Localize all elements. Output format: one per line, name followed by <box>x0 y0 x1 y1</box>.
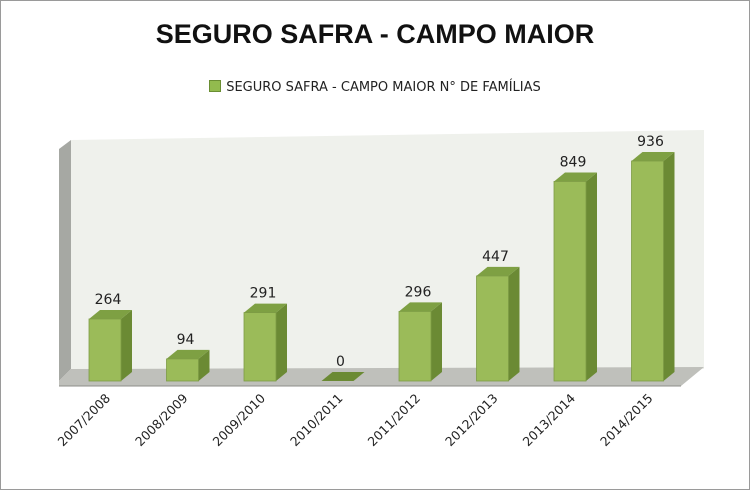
bar-top <box>554 172 597 182</box>
bar-side <box>121 309 132 381</box>
bar-top <box>631 152 675 161</box>
floor <box>59 367 704 386</box>
bar-side <box>431 302 442 381</box>
bar-top <box>89 309 132 319</box>
data-label: 447 <box>482 249 509 265</box>
bar-top <box>399 302 442 312</box>
chart-title: SEGURO SAFRA - CAMPO MAIOR <box>155 19 595 49</box>
x-tick-label: 2011/2012 <box>365 391 424 450</box>
legend-label: SEGURO SAFRA - CAMPO MAIOR N° DE FAMÍLIA… <box>226 80 541 95</box>
side-wall <box>59 140 71 381</box>
data-label: 936 <box>637 134 664 150</box>
back-wall <box>71 130 704 369</box>
data-label: 849 <box>560 154 587 170</box>
bar-top <box>476 266 520 276</box>
bar-side <box>198 349 210 381</box>
bar <box>398 311 432 382</box>
data-label: 291 <box>250 286 277 302</box>
data-label: 0 <box>336 354 345 370</box>
bar <box>631 160 664 382</box>
bar-side <box>586 172 597 381</box>
bar <box>476 275 509 382</box>
bar <box>553 181 587 382</box>
bar <box>243 312 277 382</box>
bar-side <box>276 303 287 381</box>
data-label: 94 <box>177 332 195 348</box>
bar-top <box>166 349 210 359</box>
data-label: 264 <box>95 292 122 308</box>
bar <box>88 318 122 382</box>
x-tick-label: 2014/2015 <box>597 391 656 450</box>
x-tick-label: 2009/2010 <box>210 390 269 449</box>
x-tick-label: 2008/2009 <box>132 390 191 449</box>
x-tick-label: 2013/2014 <box>520 390 579 449</box>
legend-swatch <box>209 80 222 92</box>
bar-side <box>508 266 520 381</box>
data-label: 296 <box>405 284 432 300</box>
bar <box>321 372 365 381</box>
x-tick-label: 2012/2013 <box>442 391 501 450</box>
x-tick-label: 2007/2008 <box>55 390 114 449</box>
x-tick-label: 2010/2011 <box>287 391 346 450</box>
legend: SEGURO SAFRA - CAMPO MAIOR N° DE FAMÍLIA… <box>1 80 749 95</box>
bar <box>166 358 199 382</box>
bar-top <box>244 303 287 313</box>
bar-side <box>663 152 675 381</box>
